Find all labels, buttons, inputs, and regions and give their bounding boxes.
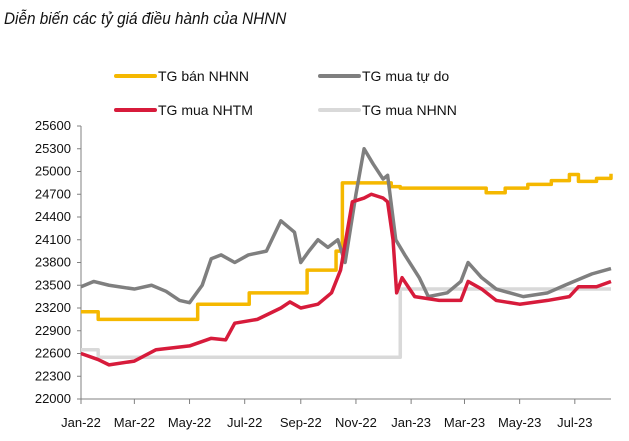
y-tick-label: 22900 (35, 323, 71, 338)
x-tick-label: Jan-22 (61, 415, 101, 430)
chart-title: Diễn biến các tỷ giá điều hành của NHNN (4, 9, 287, 28)
series-line-1 (80, 147, 612, 305)
x-tick-label: Nov-22 (335, 415, 377, 430)
legend-label: TG bán NHNN (158, 68, 249, 84)
y-tick-label: 25600 (35, 118, 71, 133)
legend-label: TG mua NHTM (158, 102, 253, 118)
y-tick-label: 23200 (35, 300, 71, 315)
y-tick-label: 25300 (35, 141, 71, 156)
x-tick-label: Mar-23 (444, 415, 485, 430)
legend-label: TG mua tự do (362, 68, 449, 84)
x-tick-label: May-22 (168, 415, 211, 430)
y-tick-label: 24700 (35, 186, 71, 201)
y-tick-label: 24400 (35, 209, 71, 224)
y-tick-label: 25000 (35, 164, 71, 179)
y-tick-label: 23500 (35, 277, 71, 292)
y-tick-label: 22300 (35, 368, 71, 383)
y-tick-label: 22000 (35, 391, 71, 406)
x-tick-label: Jan-23 (391, 415, 431, 430)
x-tick-label: May-23 (498, 415, 541, 430)
series-line-3 (81, 287, 611, 360)
y-tick-label: 24100 (35, 232, 71, 247)
x-tick-label: Sep-22 (280, 415, 322, 430)
x-tick-label: Jul-23 (557, 415, 592, 430)
y-tick-label: 23800 (35, 255, 71, 270)
series-line-2 (80, 192, 612, 367)
x-tick-label: Jul-22 (227, 415, 262, 430)
legend-label: TG mua NHNN (362, 102, 457, 118)
series-line-0 (81, 172, 613, 322)
y-tick-label: 22600 (35, 346, 71, 361)
x-tick-label: Mar-22 (114, 415, 155, 430)
